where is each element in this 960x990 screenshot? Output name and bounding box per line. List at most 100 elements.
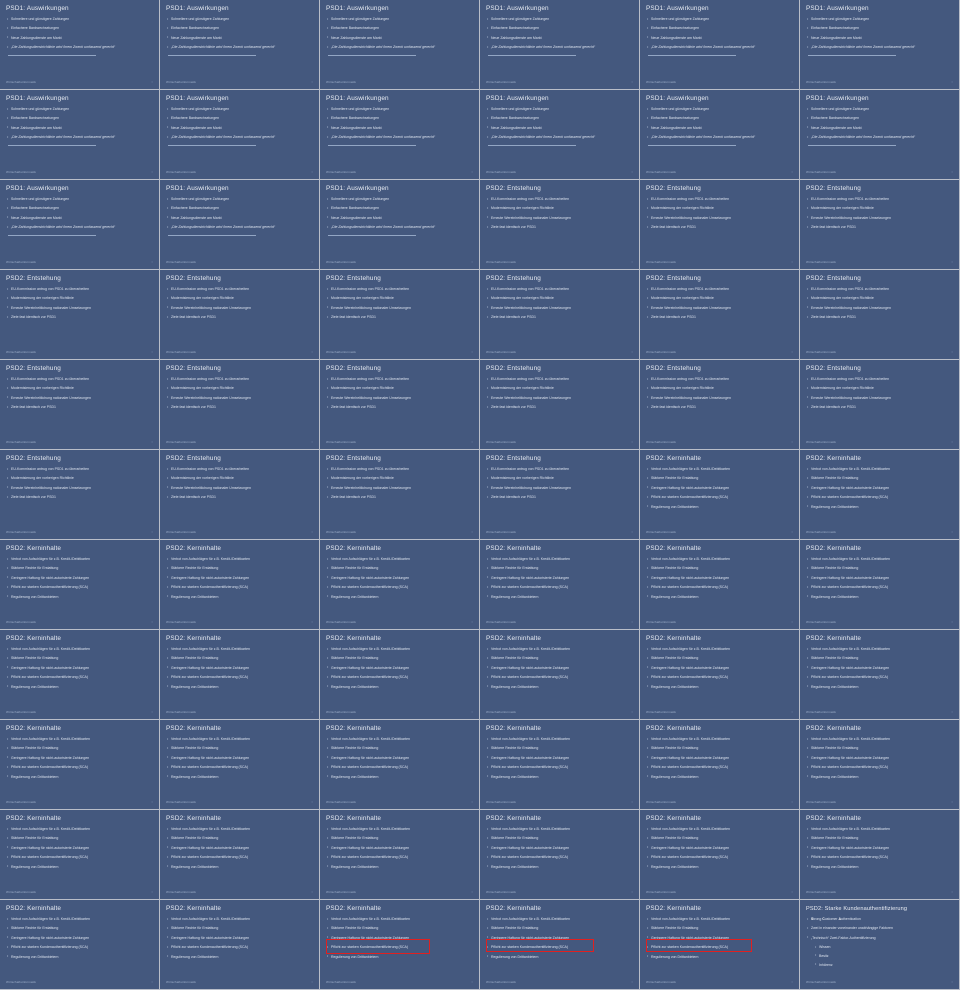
slide-bullet: Einfachere Bankwechselungen <box>166 116 313 121</box>
slide-thumbnail[interactable]: PSD1: Auswirkungen Schnellere und günstig… <box>320 180 480 270</box>
slide-bullet: Neue Zahlungsdienste am Markt <box>166 215 313 220</box>
slide-thumbnail[interactable]: PSD2: Entstehung EU-Kommission antrug von… <box>480 360 640 450</box>
slide-thumbnail[interactable]: PSD1: Auswirkungen Schnellere und günstig… <box>160 90 320 180</box>
slide-bullet-list: EU-Kommission antrug von PSD1 zu überarb… <box>166 376 313 409</box>
slide-thumbnail[interactable]: PSD1: Auswirkungen Schnellere und günstig… <box>0 0 160 90</box>
slide-footer: Wirtschaftsinformatik ○ <box>486 889 633 894</box>
slide-footer: Wirtschaftsinformatik ○ <box>166 889 313 894</box>
slide-thumbnail[interactable]: PSD2: Entstehung EU-Kommission antrug von… <box>160 450 320 540</box>
slide-thumbnail[interactable]: PSD2: Kerninhalte Verbot von Aufschlägen … <box>800 540 960 630</box>
slide-thumbnail[interactable]: PSD1: Auswirkungen Schnellere und günstig… <box>640 0 800 90</box>
slide-thumbnail[interactable]: PSD2: Kerninhalte Verbot von Aufschlägen … <box>0 900 160 990</box>
slide-footer: Wirtschaftsinformatik ○ <box>166 529 313 534</box>
slide-bullet: EU-Kommission antrug von PSD1 zu überarb… <box>6 286 153 291</box>
slide-title: PSD2: Kerninhalte <box>326 815 382 822</box>
slide-thumbnail[interactable]: PSD2: Entstehung EU-Kommission antrug von… <box>480 450 640 540</box>
slide-bullet: Modernisierung der vorherigen Richtlinie <box>6 386 153 391</box>
slide-thumbnail[interactable]: PSD2: Kerninhalte Verbot von Aufschlägen … <box>640 540 800 630</box>
slide-thumbnail[interactable]: PSD2: Kerninhalte Verbot von Aufschlägen … <box>160 900 320 990</box>
slide-thumbnail[interactable]: PSD2: Starke Kundenauthentifizierung Stro… <box>800 900 960 990</box>
slide-thumbnail[interactable]: PSD2: Kerninhalte Verbot von Aufschlägen … <box>0 630 160 720</box>
slide-thumbnail[interactable]: PSD2: Kerninhalte Verbot von Aufschlägen … <box>480 540 640 630</box>
slide-bullet: Regulierung von Drittanbietern <box>486 954 633 959</box>
slide-thumbnail[interactable]: PSD2: Kerninhalte Verbot von Aufschlägen … <box>800 810 960 900</box>
slide-bullet: Verbot von Aufschlägen für z.B. Kredit-/… <box>646 556 793 561</box>
slide-thumbnail[interactable]: PSD2: Entstehung EU-Kommission antrug von… <box>480 270 640 360</box>
slide-thumbnail[interactable]: PSD2: Kerninhalte Verbot von Aufschlägen … <box>480 900 640 990</box>
slide-thumbnail[interactable]: PSD1: Auswirkungen Schnellere und günstig… <box>160 0 320 90</box>
footer-page-marker: ○ <box>951 530 953 534</box>
slide-thumbnail[interactable]: PSD2: Kerninhalte Verbot von Aufschlägen … <box>800 630 960 720</box>
slide-thumbnail[interactable]: PSD2: Kerninhalte Verbot von Aufschlägen … <box>480 630 640 720</box>
slide-thumbnail[interactable]: PSD2: Entstehung EU-Kommission antrug von… <box>320 270 480 360</box>
slide-thumbnail[interactable]: PSD2: Entstehung EU-Kommission antrug von… <box>320 450 480 540</box>
slide-thumbnail[interactable]: PSD2: Kerninhalte Verbot von Aufschlägen … <box>160 630 320 720</box>
slide-thumbnail[interactable]: PSD2: Entstehung EU-Kommission antrug von… <box>800 270 960 360</box>
footer-page-marker: ○ <box>471 620 473 624</box>
slide-bullet-list: Strong Customer Authentication Zwei in ei… <box>806 916 953 967</box>
slide-thumbnail[interactable]: PSD2: Kerninhalte Verbot von Aufschlägen … <box>800 450 960 540</box>
slide-thumbnail[interactable]: PSD2: Kerninhalte Verbot von Aufschlägen … <box>0 720 160 810</box>
slide-bullet: Geringere Haftung für nicht-autorisierte… <box>486 935 633 940</box>
slide-thumbnail[interactable]: PSD1: Auswirkungen Schnellere und günstig… <box>480 0 640 90</box>
slide-thumbnail[interactable]: PSD2: Entstehung EU-Kommission antrug von… <box>800 360 960 450</box>
slide-thumbnail[interactable]: PSD1: Auswirkungen Schnellere und günstig… <box>0 90 160 180</box>
slide-thumbnail[interactable]: PSD2: Kerninhalte Verbot von Aufschlägen … <box>480 720 640 810</box>
slide-bullet: Einfachere Bankwechselungen <box>486 116 633 121</box>
slide-title: PSD2: Kerninhalte <box>166 815 222 822</box>
slide-thumbnail[interactable]: PSD2: Kerninhalte Verbot von Aufschlägen … <box>160 810 320 900</box>
slide-bullet: Pflicht zur starken Kundenauthentifizier… <box>486 585 633 590</box>
slide-thumbnail[interactable]: PSD2: Kerninhalte Verbot von Aufschlägen … <box>0 810 160 900</box>
slide-thumbnail[interactable]: PSD1: Auswirkungen Schnellere und günstig… <box>640 90 800 180</box>
slide-thumbnail[interactable]: PSD2: Entstehung EU-Kommission antrug von… <box>800 180 960 270</box>
slide-thumbnail[interactable]: PSD2: Entstehung EU-Kommission antrug von… <box>640 360 800 450</box>
slide-thumbnail[interactable]: PSD2: Entstehung EU-Kommission antrug von… <box>640 180 800 270</box>
slide-thumbnail[interactable]: PSD2: Kerninhalte Verbot von Aufschlägen … <box>320 810 480 900</box>
slide-thumbnail[interactable]: PSD2: Kerninhalte Verbot von Aufschlägen … <box>0 540 160 630</box>
slide-thumbnail[interactable]: PSD1: Auswirkungen Schnellere und günstig… <box>0 180 160 270</box>
slide-bullet: „Die Zahlungsdienstrichtlinie wird ihrem… <box>326 45 473 50</box>
slide-thumbnail[interactable]: PSD2: Entstehung EU-Kommission antrug von… <box>0 450 160 540</box>
slide-thumbnail[interactable]: PSD2: Kerninhalte Verbot von Aufschlägen … <box>320 720 480 810</box>
slide-thumbnail[interactable]: PSD2: Kerninhalte Verbot von Aufschlägen … <box>640 630 800 720</box>
footer-text: Wirtschaftsinformatik <box>806 350 836 354</box>
slide-thumbnail[interactable]: PSD2: Entstehung EU-Kommission antrug von… <box>0 360 160 450</box>
slide-footer: Wirtschaftsinformatik ○ <box>166 979 313 984</box>
slide-thumbnail[interactable]: PSD2: Kerninhalte Verbot von Aufschlägen … <box>640 900 800 990</box>
slide-thumbnail[interactable]: PSD2: Kerninhalte Verbot von Aufschlägen … <box>640 810 800 900</box>
slide-footer: Wirtschaftsinformatik ○ <box>486 349 633 354</box>
slide-thumbnail[interactable]: PSD2: Entstehung EU-Kommission antrug von… <box>480 180 640 270</box>
slide-bullet-list: Verbot von Aufschlägen für z.B. Kredit-/… <box>646 556 793 599</box>
slide-thumbnail[interactable]: PSD2: Kerninhalte Verbot von Aufschlägen … <box>800 720 960 810</box>
slide-bullet: Verbot von Aufschlägen für z.B. Kredit-/… <box>326 916 473 921</box>
slide-thumbnail[interactable]: PSD2: Entstehung EU-Kommission antrug von… <box>0 270 160 360</box>
slide-thumbnail[interactable]: PSD2: Kerninhalte Verbot von Aufschlägen … <box>480 810 640 900</box>
footer-text: Wirtschaftsinformatik <box>6 170 36 174</box>
slide-thumbnail[interactable]: PSD2: Entstehung EU-Kommission antrug von… <box>640 270 800 360</box>
slide-bullet: Regulierung von Drittanbietern <box>486 684 633 689</box>
footer-text: Wirtschaftsinformatik <box>326 440 356 444</box>
slide-thumbnail[interactable]: PSD2: Kerninhalte Verbot von Aufschlägen … <box>320 540 480 630</box>
slide-thumbnail[interactable]: PSD2: Kerninhalte Verbot von Aufschlägen … <box>160 540 320 630</box>
slide-thumbnail[interactable]: PSD2: Entstehung EU-Kommission antrug von… <box>320 360 480 450</box>
slide-thumbnail[interactable]: PSD2: Kerninhalte Verbot von Aufschlägen … <box>320 630 480 720</box>
slide-thumbnail[interactable]: PSD1: Auswirkungen Schnellere und günstig… <box>800 90 960 180</box>
slide-bullet: Erneute Wereinheitlichung nationaler Ums… <box>166 395 313 400</box>
slide-thumbnail[interactable]: PSD1: Auswirkungen Schnellere und günstig… <box>320 0 480 90</box>
slide-thumbnail[interactable]: PSD1: Auswirkungen Schnellere und günstig… <box>160 180 320 270</box>
slide-thumbnail[interactable]: PSD1: Auswirkungen Schnellere und günstig… <box>480 90 640 180</box>
slide-bullet: Einfachere Bankwechselungen <box>486 26 633 31</box>
slide-thumbnail[interactable]: PSD2: Kerninhalte Verbot von Aufschlägen … <box>160 720 320 810</box>
slide-bullet: Pflicht zur starken Kundenauthentifizier… <box>326 945 473 950</box>
slide-footer: Wirtschaftsinformatik ○ <box>646 799 793 804</box>
slide-thumbnail[interactable]: PSD1: Auswirkungen Schnellere und günstig… <box>320 90 480 180</box>
slide-thumbnail[interactable]: PSD2: Kerninhalte Verbot von Aufschlägen … <box>640 450 800 540</box>
slide-thumbnail[interactable]: PSD2: Kerninhalte Verbot von Aufschlägen … <box>320 900 480 990</box>
slide-thumbnail[interactable]: PSD2: Entstehung EU-Kommission antrug von… <box>160 360 320 450</box>
footer-page-marker: ○ <box>631 80 633 84</box>
slide-thumbnail[interactable]: PSD2: Entstehung EU-Kommission antrug von… <box>160 270 320 360</box>
slide-thumbnail[interactable]: PSD1: Auswirkungen Schnellere und günstig… <box>800 0 960 90</box>
slide-thumbnail[interactable]: PSD2: Kerninhalte Verbot von Aufschlägen … <box>640 720 800 810</box>
slide-bullet: „Die Zahlungsdienstrichtlinie wird ihrem… <box>806 45 953 50</box>
